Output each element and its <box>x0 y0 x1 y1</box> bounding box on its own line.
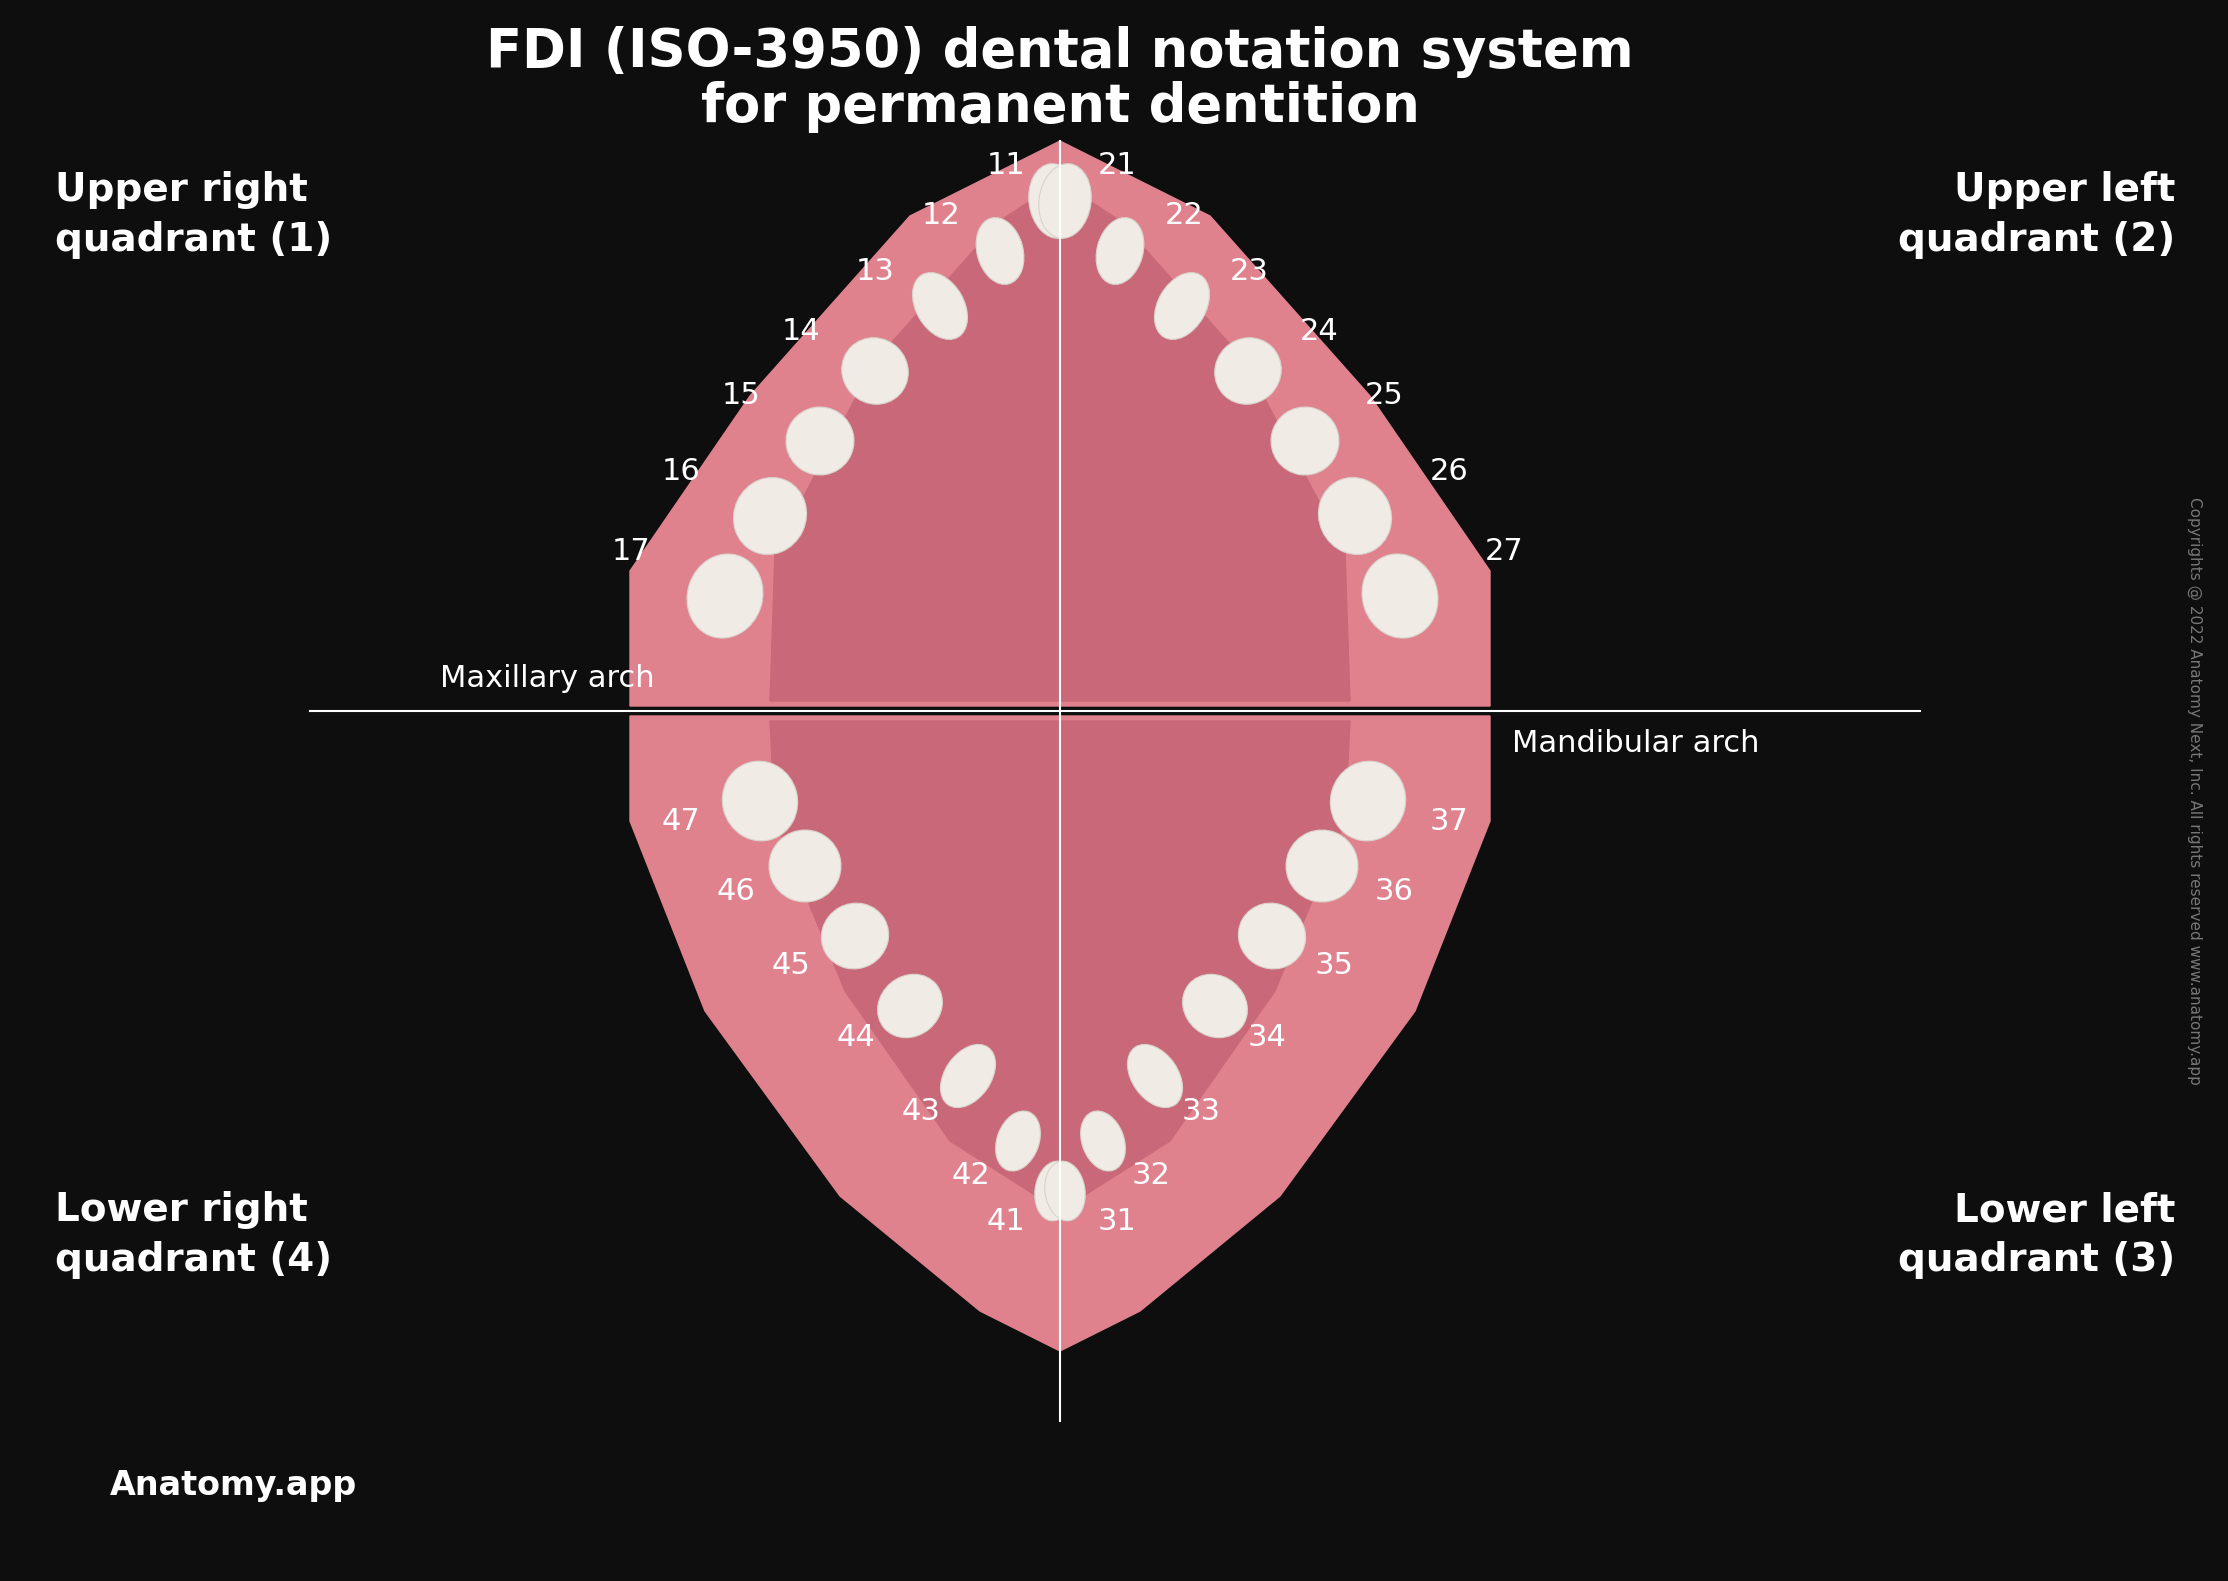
Text: 12: 12 <box>920 201 960 231</box>
Ellipse shape <box>769 830 840 903</box>
Text: 32: 32 <box>1132 1162 1172 1190</box>
Ellipse shape <box>1319 477 1392 555</box>
Text: 47: 47 <box>662 806 700 835</box>
Ellipse shape <box>686 553 762 639</box>
Text: FDI (ISO-3950) dental notation system: FDI (ISO-3950) dental notation system <box>486 25 1633 77</box>
Text: 46: 46 <box>715 876 755 906</box>
Text: 35: 35 <box>1315 952 1355 980</box>
Text: 21: 21 <box>1098 152 1136 180</box>
Text: 14: 14 <box>782 316 820 346</box>
Text: 33: 33 <box>1183 1097 1221 1126</box>
Text: 34: 34 <box>1248 1023 1288 1053</box>
Text: 45: 45 <box>771 952 811 980</box>
Ellipse shape <box>822 903 889 969</box>
Text: Anatomy.app: Anatomy.app <box>109 1469 356 1502</box>
Text: Lower left
quadrant (3): Lower left quadrant (3) <box>1898 1190 2175 1279</box>
Text: 31: 31 <box>1098 1206 1136 1235</box>
Text: 22: 22 <box>1165 201 1203 231</box>
Text: 37: 37 <box>1430 806 1468 835</box>
Ellipse shape <box>1270 406 1339 474</box>
Text: 26: 26 <box>1430 457 1468 485</box>
Text: Lower right
quadrant (4): Lower right quadrant (4) <box>56 1190 332 1279</box>
Polygon shape <box>771 180 1350 700</box>
Ellipse shape <box>976 218 1025 285</box>
Ellipse shape <box>1361 553 1437 639</box>
Ellipse shape <box>1034 1160 1076 1221</box>
Ellipse shape <box>878 974 942 1037</box>
Text: Maxillary arch: Maxillary arch <box>439 664 655 692</box>
Text: Upper left
quadrant (2): Upper left quadrant (2) <box>1898 171 2175 259</box>
Ellipse shape <box>940 1045 996 1108</box>
Ellipse shape <box>1183 974 1248 1037</box>
Ellipse shape <box>1127 1045 1183 1108</box>
Ellipse shape <box>1081 1111 1125 1172</box>
Ellipse shape <box>1239 903 1306 969</box>
Ellipse shape <box>722 760 798 841</box>
Text: 15: 15 <box>722 381 760 411</box>
Polygon shape <box>631 716 1491 1352</box>
Text: 11: 11 <box>987 152 1025 180</box>
Text: 43: 43 <box>900 1097 940 1126</box>
Ellipse shape <box>1038 164 1092 239</box>
Ellipse shape <box>1154 272 1210 340</box>
Ellipse shape <box>1029 164 1081 239</box>
Ellipse shape <box>1096 218 1143 285</box>
Text: 16: 16 <box>662 457 700 485</box>
Text: 27: 27 <box>1486 536 1524 566</box>
Ellipse shape <box>842 338 909 405</box>
Text: 17: 17 <box>610 536 651 566</box>
Ellipse shape <box>733 477 807 555</box>
Ellipse shape <box>786 406 853 474</box>
Text: 25: 25 <box>1366 381 1404 411</box>
Text: 24: 24 <box>1299 316 1339 346</box>
Text: 13: 13 <box>856 256 896 286</box>
Ellipse shape <box>913 272 967 340</box>
Text: 23: 23 <box>1230 256 1270 286</box>
Ellipse shape <box>1286 830 1359 903</box>
Ellipse shape <box>1045 1160 1085 1221</box>
Text: 42: 42 <box>951 1162 989 1190</box>
Ellipse shape <box>996 1111 1040 1172</box>
Polygon shape <box>631 141 1491 707</box>
Text: 36: 36 <box>1375 876 1415 906</box>
Text: 44: 44 <box>836 1023 876 1053</box>
Polygon shape <box>771 721 1350 1211</box>
Text: Copyrights @ 2022 Anatomy Next, Inc. All rights reserved www.anatomy.app: Copyrights @ 2022 Anatomy Next, Inc. All… <box>2188 496 2203 1085</box>
Text: Upper right
quadrant (1): Upper right quadrant (1) <box>56 171 332 259</box>
Text: 41: 41 <box>987 1206 1025 1235</box>
Ellipse shape <box>1214 338 1281 405</box>
Ellipse shape <box>1330 760 1406 841</box>
Text: for permanent dentition: for permanent dentition <box>700 81 1419 133</box>
Text: Mandibular arch: Mandibular arch <box>1513 729 1760 757</box>
